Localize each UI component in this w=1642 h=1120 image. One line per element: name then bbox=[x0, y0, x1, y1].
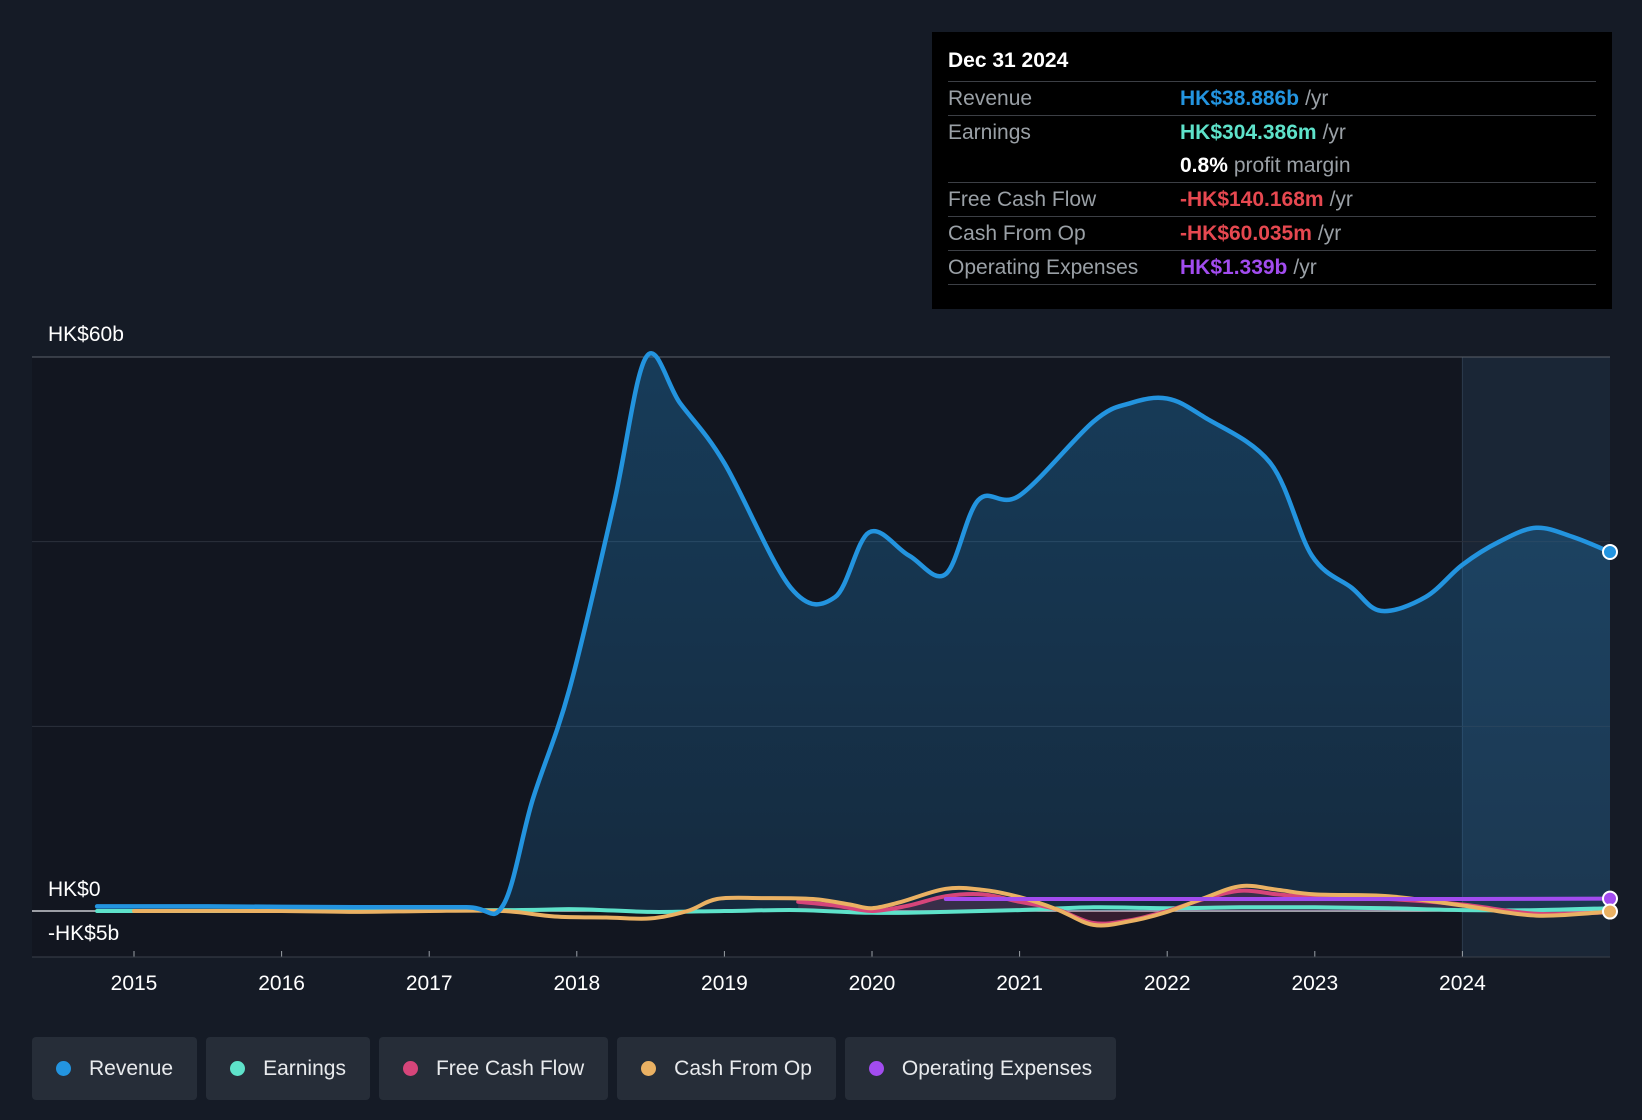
series-revenue-line bbox=[94, 351, 1613, 917]
tooltip-unit-earnings: /yr bbox=[1322, 120, 1346, 144]
tooltip-row-fcf: Free Cash Flow -HK$140.168m /yr bbox=[948, 182, 1596, 216]
tooltip-row-margin: 0.8% profit margin bbox=[948, 149, 1596, 182]
x-label-2020: 2020 bbox=[849, 972, 896, 995]
x-label-2022: 2022 bbox=[1144, 972, 1191, 995]
legend-item-revenue[interactable]: Revenue bbox=[32, 1037, 198, 1100]
tooltip-value-cfo: -HK$60.035m bbox=[1180, 221, 1312, 245]
legend-label-free-cash-flow: Free Cash Flow bbox=[435, 1056, 585, 1080]
tooltip-date: Dec 31 2024 bbox=[948, 49, 1069, 72]
legend-dot-earnings-icon bbox=[230, 1061, 246, 1076]
x-label-2017: 2017 bbox=[406, 972, 453, 995]
tooltip-value-earnings: HK$304.386m bbox=[1180, 120, 1317, 144]
tooltip-value-opex: HK$1.339b bbox=[1180, 255, 1288, 279]
tooltip-label-revenue: Revenue bbox=[948, 86, 1033, 110]
legend-item-earnings[interactable]: Earnings bbox=[206, 1037, 370, 1100]
x-label-2021: 2021 bbox=[996, 972, 1043, 995]
tooltip-row-opex: Operating Expenses HK$1.339b /yr bbox=[948, 250, 1596, 285]
series-revenue-area bbox=[97, 353, 1611, 914]
x-label-2024: 2024 bbox=[1439, 972, 1486, 995]
x-label-2016: 2016 bbox=[258, 972, 305, 995]
series-cash-from-op-line bbox=[132, 883, 1612, 928]
x-label-2015: 2015 bbox=[111, 972, 158, 995]
tooltip-value-fcf: -HK$140.168m bbox=[1180, 187, 1324, 211]
tooltip-unit-revenue: /yr bbox=[1305, 86, 1329, 110]
y-label-60: HK$60b bbox=[48, 323, 124, 346]
tooltip-value-revenue: HK$38.886b bbox=[1180, 86, 1300, 110]
tooltip-value-margin: 0.8% bbox=[1180, 153, 1228, 177]
legend-label-earnings: Earnings bbox=[263, 1056, 346, 1080]
tooltip-text-margin: profit margin bbox=[1233, 153, 1351, 177]
tooltip-label-cfo: Cash From Op bbox=[948, 221, 1086, 245]
tooltip-unit-fcf: /yr bbox=[1329, 187, 1353, 211]
tooltip-row-cfo: Cash From Op -HK$60.035m /yr bbox=[948, 216, 1596, 250]
legend-label-cash-from-op: Cash From Op bbox=[674, 1056, 812, 1080]
legend-item-cash-from-op[interactable]: Cash From Op bbox=[617, 1037, 836, 1100]
end-marker-revenue bbox=[1602, 543, 1618, 560]
tooltip-panel: Dec 31 2024 Revenue HK$38.886b /yr Earni… bbox=[932, 32, 1612, 309]
tooltip-unit-opex: /yr bbox=[1293, 255, 1317, 279]
tooltip-label-opex: Operating Expenses bbox=[948, 255, 1139, 279]
x-label-2019: 2019 bbox=[701, 972, 748, 995]
y-label-0: HK$0 bbox=[48, 878, 101, 901]
legend-dot-free-cash-flow-icon bbox=[402, 1061, 418, 1076]
end-marker-cash-from-op bbox=[1602, 903, 1618, 920]
legend-label-revenue: Revenue bbox=[89, 1056, 174, 1080]
legend-dot-operating-expenses-icon bbox=[868, 1061, 884, 1076]
legend-dot-revenue-icon bbox=[56, 1061, 71, 1076]
tooltip-row-revenue: Revenue HK$38.886b /yr bbox=[948, 81, 1596, 115]
x-label-2018: 2018 bbox=[553, 972, 600, 995]
y-label--5: -HK$5b bbox=[48, 922, 119, 945]
legend-item-free-cash-flow[interactable]: Free Cash Flow bbox=[378, 1037, 609, 1100]
x-label-2023: 2023 bbox=[1291, 972, 1338, 995]
end-marker-operating-expenses bbox=[1602, 890, 1618, 907]
tooltip-label-earnings: Earnings bbox=[948, 120, 1031, 144]
legend-item-operating-expenses[interactable]: Operating Expenses bbox=[844, 1037, 1117, 1100]
tooltip-label-fcf: Free Cash Flow bbox=[948, 187, 1097, 211]
legend-dot-cash-from-op-icon bbox=[641, 1061, 657, 1076]
legend: Revenue Earnings Free Cash Flow Cash Fro… bbox=[32, 1037, 1125, 1100]
legend-label-operating-expenses: Operating Expenses bbox=[901, 1056, 1093, 1080]
tooltip-unit-cfo: /yr bbox=[1317, 221, 1342, 245]
tooltip-row-earnings: Earnings HK$304.386m /yr bbox=[948, 115, 1596, 149]
